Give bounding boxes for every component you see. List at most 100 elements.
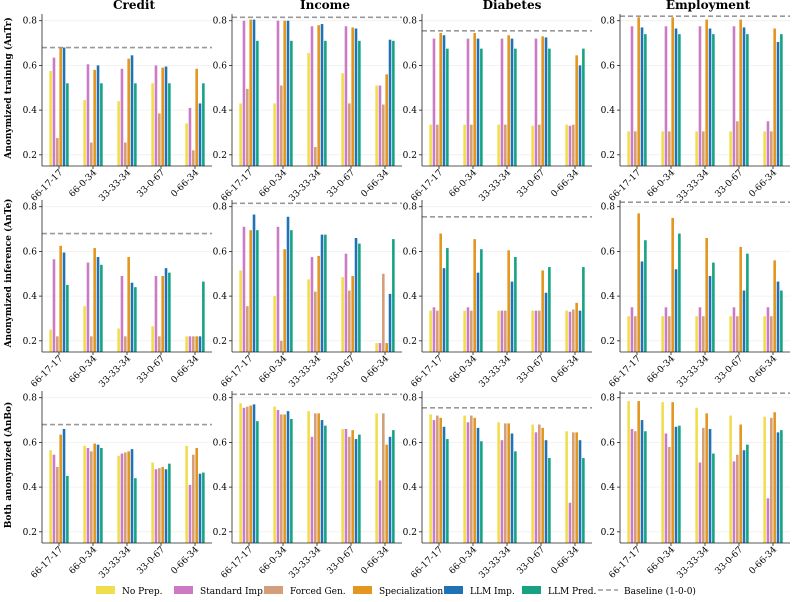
bar <box>314 413 317 543</box>
bar <box>344 26 348 166</box>
bar <box>120 276 124 352</box>
bar <box>280 85 283 166</box>
bar <box>49 71 52 166</box>
bar <box>276 410 280 543</box>
bar <box>497 310 500 352</box>
bar <box>392 40 395 166</box>
bar <box>702 316 705 352</box>
y-tick-label: 0.2 <box>23 528 37 538</box>
bar <box>314 147 317 166</box>
x-tick-label: 66-0-34 <box>646 168 678 200</box>
bar <box>582 458 585 543</box>
bar <box>130 55 134 166</box>
x-tick-label: 0-66-34 <box>360 545 392 577</box>
bar <box>290 418 293 543</box>
bar <box>195 68 198 166</box>
bar <box>307 53 310 167</box>
bar <box>439 417 442 543</box>
bar <box>96 65 100 166</box>
bar <box>507 35 510 166</box>
bar <box>674 28 678 167</box>
bar <box>202 472 205 543</box>
bar <box>640 261 644 352</box>
bar <box>640 420 644 543</box>
y-tick-label: 0.6 <box>213 438 228 448</box>
bar <box>188 336 192 352</box>
y-tick-label: 0.8 <box>601 203 616 213</box>
y-tick-label: 0.6 <box>601 247 616 257</box>
x-tick-label: 66-17-17 <box>29 545 65 581</box>
bar <box>242 407 246 543</box>
bar <box>671 217 674 352</box>
bar <box>678 233 681 352</box>
bar <box>168 272 171 352</box>
x-tick-label: 0-66-34 <box>170 545 202 577</box>
bar <box>644 34 647 167</box>
x-tick-label: 33-33-34 <box>97 545 133 581</box>
bar <box>283 414 286 543</box>
y-tick-label: 0.4 <box>601 483 616 493</box>
bar <box>286 20 290 167</box>
bar <box>378 480 382 543</box>
y-tick-label: 0.4 <box>403 106 418 116</box>
bar <box>739 19 742 167</box>
bar <box>712 453 715 543</box>
bar <box>341 73 344 166</box>
y-tick-label: 0.4 <box>213 483 228 493</box>
bar <box>736 454 739 543</box>
bar <box>358 434 361 543</box>
bar <box>161 67 164 166</box>
bar <box>161 276 164 352</box>
y-tick-label: 0.6 <box>403 438 418 448</box>
bar <box>164 66 168 166</box>
bar <box>698 462 702 543</box>
bar <box>276 20 280 167</box>
bar <box>375 413 378 543</box>
bar <box>463 310 466 352</box>
x-tick-label: 33-33-34 <box>97 168 133 204</box>
bar <box>671 402 674 543</box>
bar <box>763 131 766 166</box>
y-tick-label: 0.4 <box>23 483 38 493</box>
bar <box>382 413 385 543</box>
bar <box>100 83 103 166</box>
bar <box>124 142 127 166</box>
bar <box>83 100 86 166</box>
bar <box>442 268 446 352</box>
row-labels: Anonymized training (AnTr) Anonymized in… <box>3 17 14 528</box>
bar <box>780 34 783 167</box>
bar <box>446 48 449 166</box>
bar <box>572 309 575 352</box>
bar <box>507 250 510 352</box>
bar <box>324 234 327 352</box>
bar <box>252 19 256 167</box>
y-tick-label: 0.2 <box>601 528 615 538</box>
bar <box>256 421 259 543</box>
bar <box>773 28 776 167</box>
bar <box>192 336 195 352</box>
bar <box>192 454 195 543</box>
bar <box>510 38 514 167</box>
y-tick-label: 0.2 <box>23 337 37 347</box>
bar <box>351 430 354 543</box>
bar <box>354 28 358 167</box>
bar <box>776 281 780 352</box>
bar <box>565 431 568 543</box>
bar <box>476 272 480 352</box>
x-tick-label: 66-0-34 <box>68 354 100 386</box>
bar <box>770 131 773 166</box>
bar <box>470 124 473 166</box>
y-tick-label: 0.4 <box>213 292 228 302</box>
y-tick-label: 0.4 <box>23 106 38 116</box>
y-tick-label: 0.4 <box>601 106 616 116</box>
bar <box>514 48 517 166</box>
bar <box>93 443 96 543</box>
bar <box>470 310 473 352</box>
bar <box>341 429 344 543</box>
bar <box>500 440 504 543</box>
y-tick-label: 0.4 <box>403 483 418 493</box>
column-title: Credit <box>113 0 155 12</box>
